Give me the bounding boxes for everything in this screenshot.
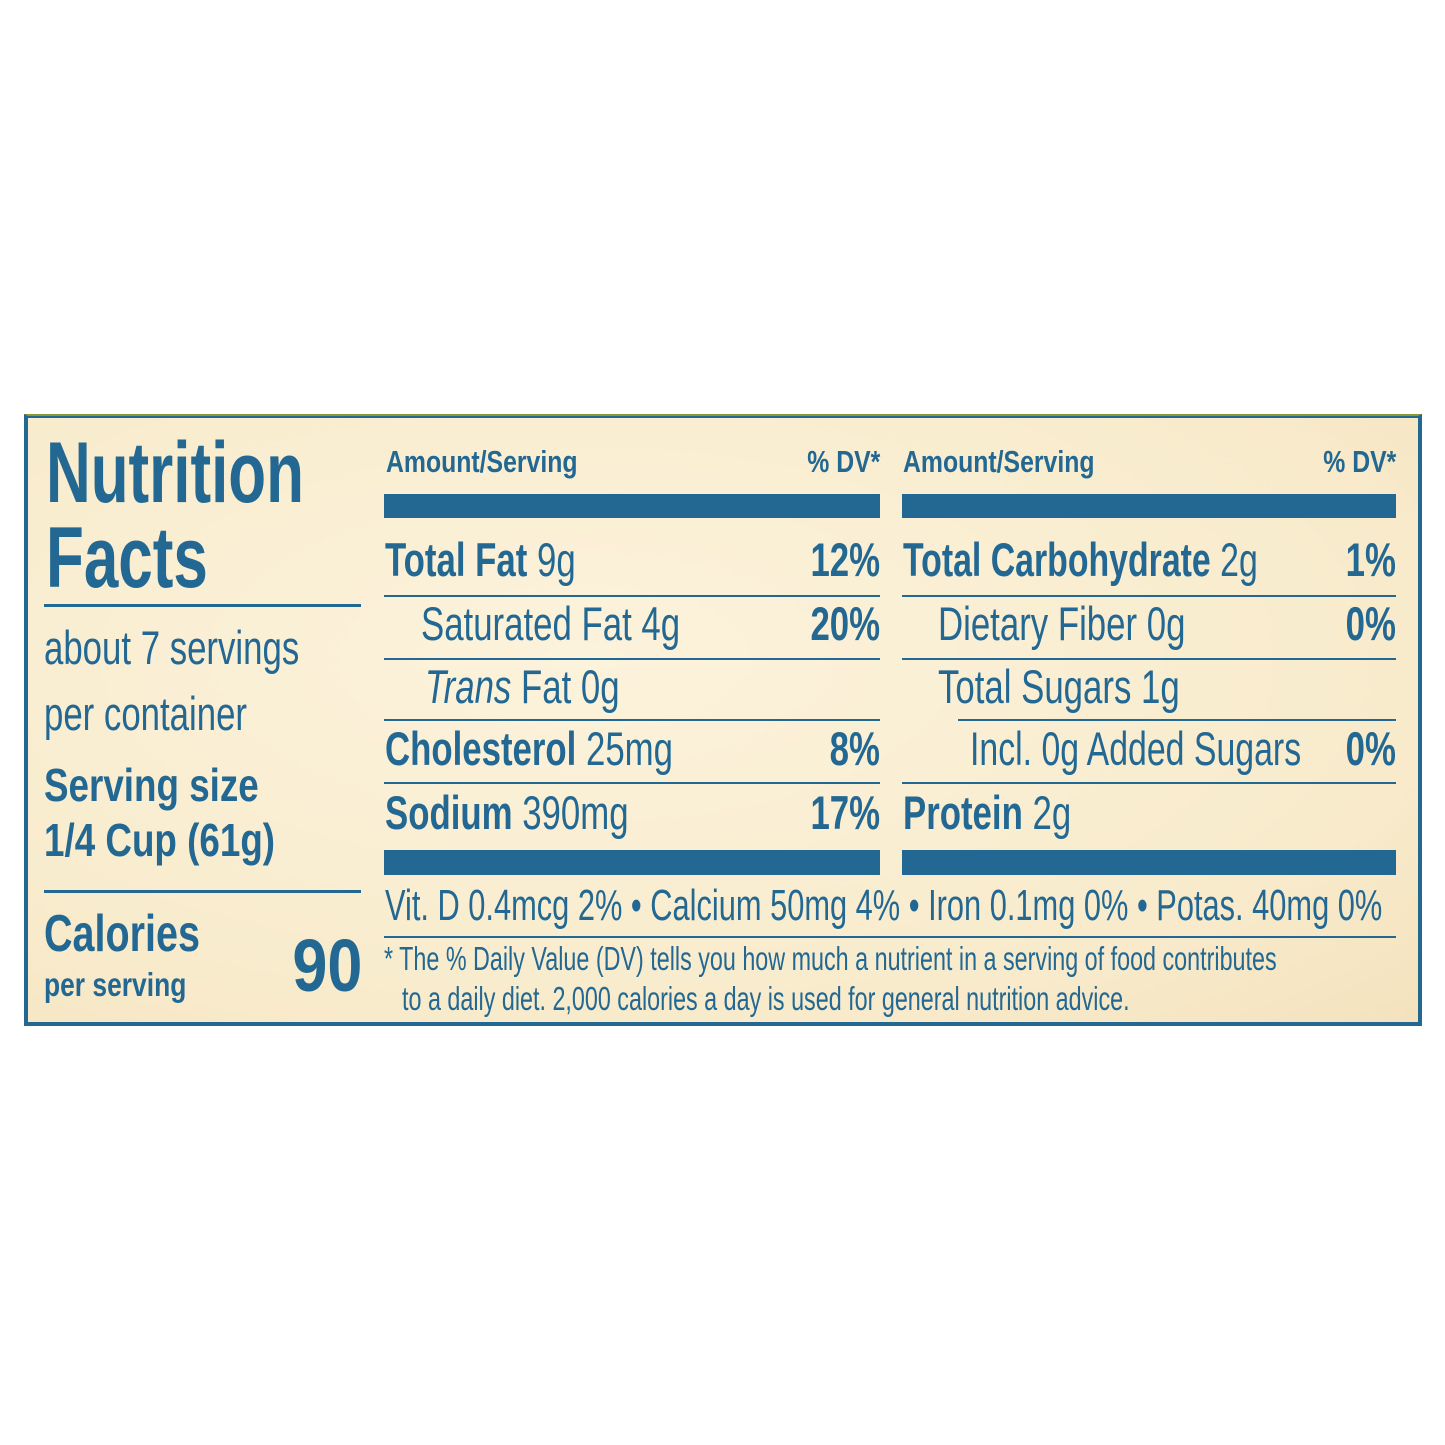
nutrient-total-carbohydrate: Total Carbohydrate 2g (903, 533, 1258, 586)
dv-total-fat: 12% (810, 533, 880, 586)
divider (384, 719, 880, 721)
divider (902, 595, 1396, 597)
divider (902, 658, 1396, 660)
dv-added-sugars: 0% (1345, 722, 1396, 775)
serving-size-label: Serving size (44, 759, 259, 811)
vitamins-line: Vit. D 0.4mcg 2% • Calcium 50mg 4% • Iro… (385, 881, 1383, 930)
thick-bar (902, 494, 1396, 518)
nutrient-protein: Protein 2g (903, 786, 1072, 839)
amount-header: Amount/Serving (903, 444, 1095, 479)
thick-bar (384, 494, 880, 518)
nutrient-dietary-fiber: Dietary Fiber 0g (938, 597, 1186, 650)
calories-sub: per serving (44, 966, 187, 1003)
serving-size-value: 1/4 Cup (61g) (44, 814, 276, 866)
servings-line-1: about 7 servings (44, 621, 300, 674)
dv-sodium: 17% (810, 786, 880, 839)
title-line-1: Nutrition (46, 425, 304, 521)
thick-bar (902, 850, 1396, 875)
dv-header: % DV* (806, 444, 880, 479)
nutrient-total-fat: Total Fat 9g (385, 533, 576, 586)
footnote-line-1: * The % Daily Value (DV) tells you how m… (384, 940, 1277, 977)
nutrient-saturated-fat: Saturated Fat 4g (421, 597, 681, 650)
dv-header: % DV* (1322, 444, 1396, 479)
dv-dietary-fiber: 0% (1345, 597, 1396, 650)
title-line-2: Facts (46, 510, 208, 606)
divider (384, 658, 880, 660)
calories-value: 90 (292, 924, 362, 1007)
nutrient-added-sugars: Incl. 0g Added Sugars (970, 722, 1302, 775)
divider (958, 719, 1396, 721)
calories-label: Calories (44, 905, 200, 963)
divider (44, 890, 361, 893)
thick-bar (384, 850, 880, 875)
amount-header: Amount/Serving (386, 444, 578, 479)
divider (44, 604, 361, 607)
nutrient-trans-fat: Trans Fat 0g (425, 660, 620, 713)
divider (902, 782, 1396, 784)
divider (384, 595, 880, 597)
nutrient-total-sugars: Total Sugars 1g (938, 660, 1180, 713)
divider (384, 936, 1396, 938)
nutrient-cholesterol: Cholesterol 25mg (385, 722, 673, 775)
dv-total-carbohydrate: 1% (1345, 533, 1396, 586)
dv-saturated-fat: 20% (810, 597, 880, 650)
dv-cholesterol: 8% (829, 722, 880, 775)
nutrient-sodium: Sodium 390mg (385, 786, 629, 839)
servings-line-2: per container (44, 687, 248, 740)
divider (384, 782, 880, 784)
footnote-line-2: to a daily diet. 2,000 calories a day is… (402, 980, 1130, 1017)
